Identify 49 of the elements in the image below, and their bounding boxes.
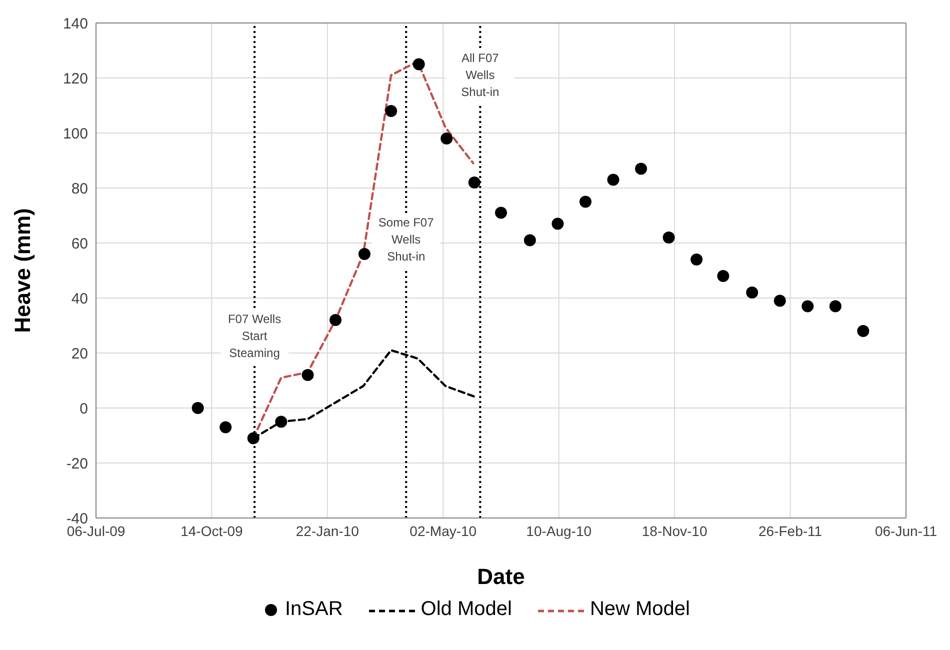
point: [524, 234, 536, 246]
x-tick-label: 14-Oct-09: [180, 522, 244, 539]
point: [635, 162, 648, 175]
legend-label: InSAR: [284, 598, 343, 621]
point: [495, 206, 507, 219]
point: [440, 132, 453, 144]
y-tick-label: 0: [80, 400, 88, 418]
legend-label: Old Model: [420, 598, 512, 621]
y-tick-label: 20: [71, 345, 88, 362]
y-tick-label: 100: [62, 125, 88, 142]
point: [746, 286, 758, 298]
point: [330, 314, 342, 326]
y-tick-label: 40: [71, 290, 88, 308]
y-tick-label: 60: [71, 235, 88, 252]
point: [552, 218, 564, 230]
point: [220, 421, 232, 434]
point: [247, 432, 260, 444]
x-tick-label: 26-Feb-11: [758, 522, 822, 539]
point: [358, 248, 370, 260]
x-tick-label: 06-Jun-11: [874, 522, 938, 539]
point: [774, 294, 786, 307]
x-tick-label: 18-Nov-10: [642, 522, 708, 539]
legend-label: New Model: [590, 598, 690, 621]
point: [662, 232, 675, 244]
x-tick-label: 22-Jan-10: [296, 522, 360, 539]
point: [385, 105, 398, 117]
y-tick-label: 80: [71, 180, 88, 198]
ref-line-label: Some F07 Wells Shut-in: [378, 215, 434, 264]
y-axis-title: Heave (mm): [10, 208, 35, 333]
ref-line-label: All F07 Wells Shut-in: [461, 50, 500, 99]
point: [717, 270, 730, 282]
x-tick-label: 02-May-10: [410, 522, 477, 539]
point: [468, 176, 480, 188]
y-tick-label: -20: [66, 455, 88, 472]
point: [829, 300, 842, 312]
point: [302, 369, 314, 381]
x-axis-title: Date: [477, 564, 525, 589]
y-tick-label: 140: [62, 15, 88, 32]
point: [192, 402, 204, 414]
point: [607, 174, 620, 186]
ref-line-label: F07 Wells Start Steaming: [228, 312, 282, 360]
y-tick-label: 120: [62, 70, 88, 88]
point: [412, 58, 425, 70]
point: [857, 325, 870, 337]
point: [802, 300, 814, 312]
x-tick-label: 10-Aug-10: [526, 522, 592, 539]
point: [579, 196, 592, 208]
point: [275, 416, 288, 428]
point: [690, 254, 703, 266]
